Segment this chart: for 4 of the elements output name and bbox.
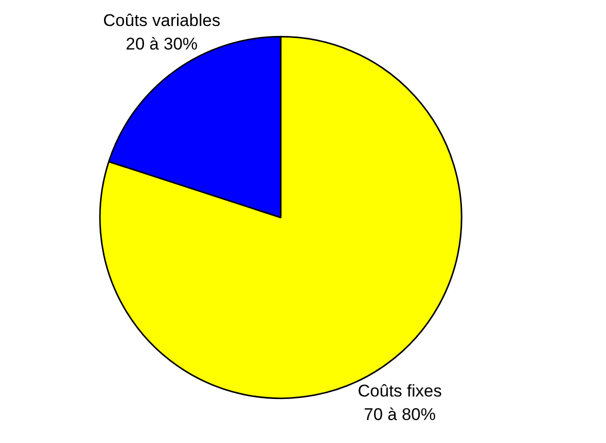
data-label: 20 à 30% <box>126 34 198 54</box>
slice-label: Coûts variables <box>103 10 220 30</box>
slice-label: Coûts fixes <box>358 381 442 400</box>
data-label: 70 à 80% <box>364 405 436 424</box>
